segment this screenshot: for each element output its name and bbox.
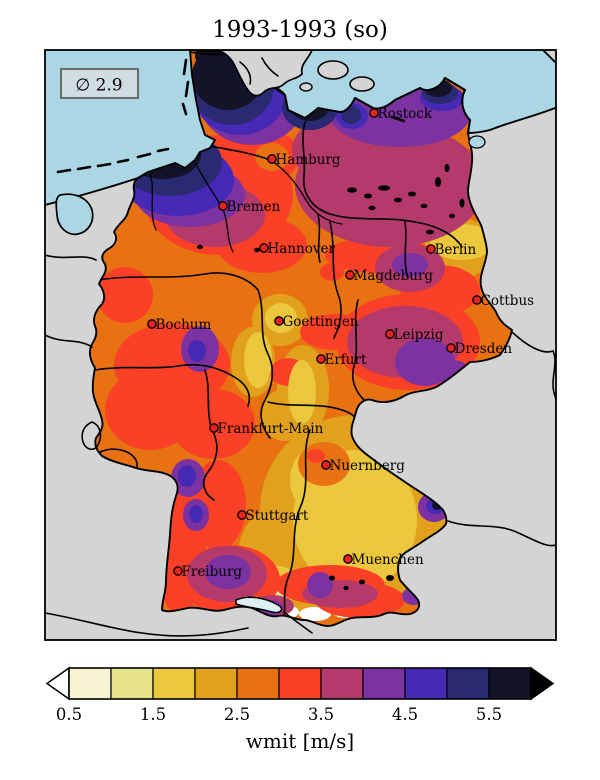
city-marker-frankfurt-main xyxy=(209,423,219,433)
colorbar-segment-7 xyxy=(362,667,406,700)
city-label-muenchen: Muenchen xyxy=(352,552,424,568)
colorbar-axis-label: wmit [m/s] xyxy=(246,729,354,753)
city-marker-berlin xyxy=(426,244,436,254)
city-label-magdeburg: Magdeburg xyxy=(354,268,434,284)
city-marker-goettingen xyxy=(274,316,284,326)
city-label-leipzig: Leipzig xyxy=(394,327,444,343)
denmark xyxy=(216,50,375,97)
bodensee-lake xyxy=(235,596,283,614)
swedish-coastline xyxy=(542,50,556,63)
city-marker-dresden xyxy=(446,343,456,353)
lakes xyxy=(197,164,465,591)
frisian-islands xyxy=(56,58,406,174)
badge-box xyxy=(60,68,139,99)
colorbar-tick-5.5: 5.5 xyxy=(476,705,502,724)
city-label-hannover: Hannover xyxy=(268,241,336,257)
colorbar-segment-2 xyxy=(152,667,196,700)
mean-value-badge: ∅ 2.9 xyxy=(60,68,139,99)
state-borders xyxy=(94,121,463,619)
foreign-borders xyxy=(45,254,556,637)
city-label-rostock: Rostock xyxy=(378,106,433,122)
city-marker-magdeburg xyxy=(345,270,355,280)
map-canvas: Rostock Hamburg Bremen Hannover BerlinMagdeb… xyxy=(45,50,556,640)
colorbar-segment-1 xyxy=(110,667,154,700)
ems-river xyxy=(149,173,157,231)
colorbar-segment-9 xyxy=(446,667,490,700)
ijsselmeer-lake xyxy=(55,193,94,236)
city-label-hamburg: Hamburg xyxy=(276,152,341,168)
danish-fjord xyxy=(239,61,252,85)
colorbar-tick-4.5: 4.5 xyxy=(392,705,418,724)
city-marker-cottbus xyxy=(472,295,482,305)
city-marker-erfurt xyxy=(316,354,326,364)
colorbar-tick-1.5: 1.5 xyxy=(140,705,166,724)
colorbar-segment-8 xyxy=(404,667,448,700)
city-label-bremen: Bremen xyxy=(227,199,281,215)
city-marker-stuttgart xyxy=(237,510,247,520)
colorbar-over-arrow xyxy=(530,666,555,701)
contour-red-nuernberg xyxy=(307,449,325,463)
colorbar-tick-0.5: 0.5 xyxy=(56,705,82,724)
sea xyxy=(45,50,555,205)
city-label-erfurt: Erfurt xyxy=(325,352,367,368)
stettiner-haff-lagoon xyxy=(468,135,486,149)
city-marker-bochum xyxy=(147,319,157,329)
city-label-berlin: Berlin xyxy=(435,242,477,258)
city-label-frankfurt-main: Frankfurt-Main xyxy=(218,421,324,437)
city-marker-leipzig xyxy=(385,329,395,339)
colorbar-tick-3.5: 3.5 xyxy=(308,705,334,724)
city-label-nuernberg: Nuernberg xyxy=(330,458,406,474)
city-label-dresden: Dresden xyxy=(455,341,513,357)
colorbar-segment-10 xyxy=(488,667,532,700)
city-label-freiburg: Freiburg xyxy=(182,564,243,580)
colorbar-outline xyxy=(68,667,532,700)
city-marker-nuernberg xyxy=(321,460,331,470)
city-marker-rostock xyxy=(369,108,379,118)
danish-fjord xyxy=(261,57,279,77)
city-label-bochum: Bochum xyxy=(156,317,212,333)
elbe-river xyxy=(271,160,343,225)
danish-island xyxy=(349,76,375,92)
colorbar-segment-3 xyxy=(194,667,238,700)
city-marker-bremen xyxy=(218,201,228,211)
colorbar-tick-2.5: 2.5 xyxy=(224,705,250,724)
map-frame xyxy=(44,49,557,641)
contour-band-3.5-4.0 xyxy=(165,112,485,617)
colorbar-segment-0 xyxy=(68,667,112,700)
city-marker-hamburg xyxy=(267,154,277,164)
colorbar-segment-5 xyxy=(278,667,322,700)
colorbar-segment-4 xyxy=(236,667,280,700)
colorbar: 0.5 1.5 2.5 3.5 4.5 5.5 xyxy=(45,666,555,724)
colorbar-under-arrow xyxy=(45,666,70,701)
colorbar-segment-6 xyxy=(320,667,364,700)
city-markers: Rostock Hamburg Bremen Hannover BerlinMagdeb… xyxy=(147,106,535,580)
city-marker-hannover xyxy=(259,243,269,253)
city-marker-muenchen xyxy=(343,554,353,564)
city-marker-freiburg xyxy=(173,566,183,576)
city-label-goettingen: Goettingen xyxy=(283,314,359,330)
germany-border-outline xyxy=(88,50,513,627)
figure-title: 1993-1993 (so) xyxy=(212,17,388,43)
danish-island xyxy=(317,60,349,80)
city-label-cottbus: Cottbus xyxy=(481,293,535,309)
badge-mean-value: ∅ 2.9 xyxy=(75,76,122,96)
danish-island xyxy=(299,82,313,92)
city-label-stuttgart: Stuttgart xyxy=(246,508,309,524)
